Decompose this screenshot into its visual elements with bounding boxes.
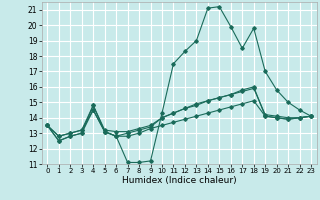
X-axis label: Humidex (Indice chaleur): Humidex (Indice chaleur) <box>122 176 236 185</box>
